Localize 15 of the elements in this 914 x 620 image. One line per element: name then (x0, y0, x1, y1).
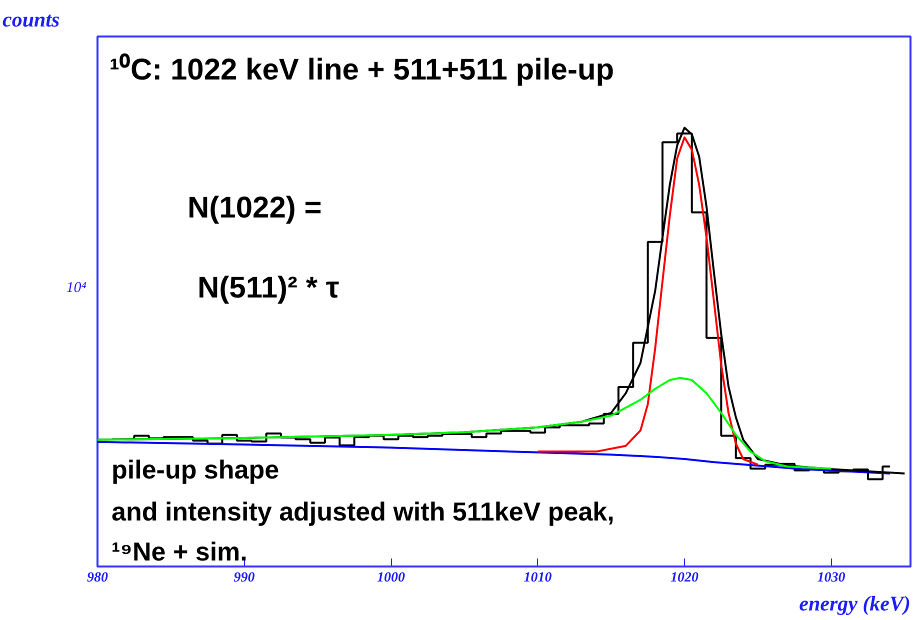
x-tick-label: 1000 (377, 570, 405, 586)
x-tick-label: 980 (87, 570, 108, 586)
annotation: N(511)² * τ (198, 272, 340, 304)
chart-title: ¹⁰C: 1022 keV line + 511+511 pile-up (110, 52, 614, 86)
x-axis-title: energy (keV) (799, 592, 911, 616)
annotation: N(1022) = (188, 192, 322, 224)
annotation: and intensity adjusted with 511keV peak, (112, 496, 614, 526)
x-tick-label: 1030 (817, 570, 846, 586)
x-tick-label: 1020 (670, 570, 699, 586)
x-tick-label: 1010 (524, 570, 552, 586)
annotation: ¹⁹Ne + sim. (112, 536, 248, 566)
y-axis-title: counts (2, 8, 60, 32)
annotation: pile-up shape (112, 454, 280, 484)
x-tick-label: 990 (234, 570, 255, 586)
text: 10⁴ (66, 280, 87, 296)
